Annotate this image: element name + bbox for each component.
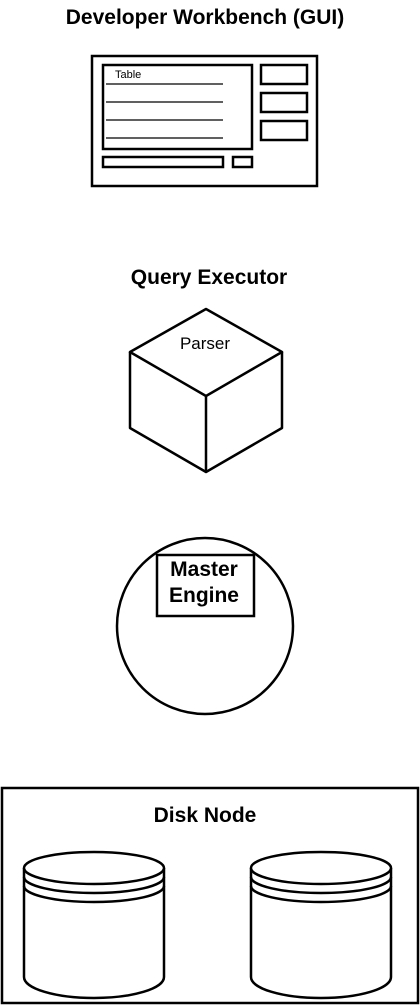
workbench-window-frame bbox=[90, 54, 319, 188]
cylinder-band bbox=[249, 876, 393, 895]
workbench-side-button bbox=[259, 91, 309, 114]
workbench-status-button bbox=[231, 155, 254, 169]
engine-circle bbox=[115, 536, 295, 716]
cylinder-top bbox=[249, 850, 393, 886]
workbench-table-panel bbox=[101, 63, 254, 151]
workbench-window-icon bbox=[90, 54, 319, 188]
engine-label-line2: Engine bbox=[169, 584, 239, 607]
parser-label: Parser bbox=[180, 334, 230, 353]
cylinder-band bbox=[22, 876, 166, 895]
engine-label-box bbox=[155, 553, 256, 618]
cube-right-face bbox=[205, 352, 284, 474]
disk-node-title: Disk Node bbox=[154, 804, 257, 827]
workbench-side-button bbox=[259, 119, 309, 142]
cube-left-face bbox=[128, 352, 208, 474]
database-cylinder-icon bbox=[22, 850, 166, 1000]
workbench-component: Developer Workbench (GUI) Table bbox=[66, 6, 345, 188]
disk-node-component: Disk Node bbox=[0, 786, 420, 1005]
cylinder-top bbox=[22, 850, 166, 886]
workbench-status-bar bbox=[101, 155, 225, 169]
executor-title: Query Executor bbox=[131, 266, 287, 289]
engine-component: Master Engine bbox=[115, 536, 295, 716]
workbench-title: Developer Workbench (GUI) bbox=[66, 6, 345, 29]
cylinder-band bbox=[249, 885, 393, 904]
database-cylinder-icon bbox=[249, 850, 393, 1000]
disk-node-frame bbox=[0, 786, 420, 1005]
workbench-side-button bbox=[259, 63, 309, 86]
cylinder-band bbox=[22, 885, 166, 904]
engine-label-line1: Master bbox=[170, 558, 238, 581]
parser-cube-icon bbox=[128, 307, 284, 474]
workbench-table-label: Table bbox=[115, 69, 141, 81]
executor-component: Query Executor Parser bbox=[128, 266, 287, 474]
